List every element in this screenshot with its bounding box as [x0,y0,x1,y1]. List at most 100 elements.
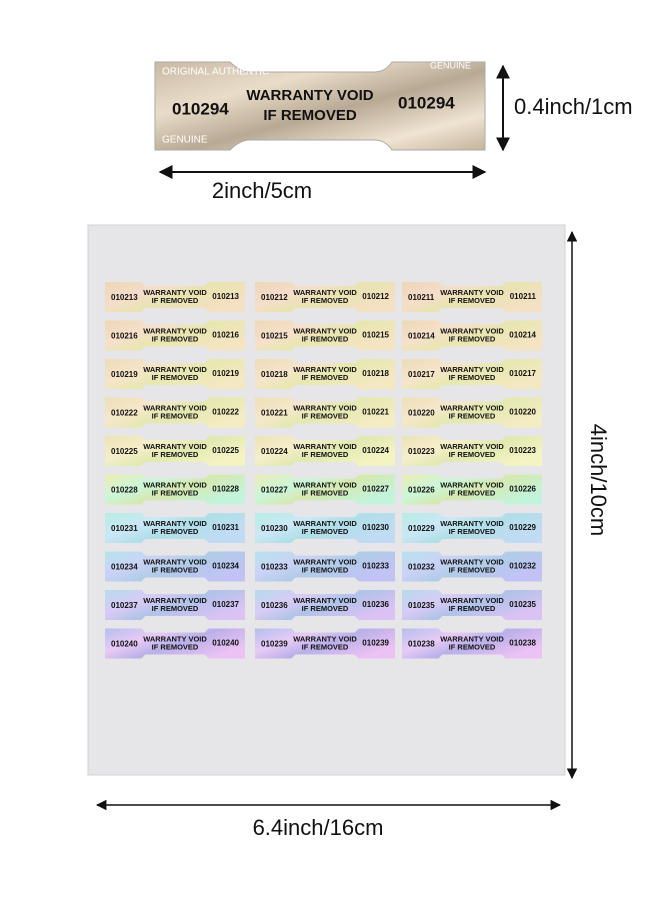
sticker-shape [255,628,395,659]
void-text: WARRANTY VOID [440,326,504,335]
void-text: WARRANTY VOID [440,519,504,528]
void-text: IF REMOVED [302,296,349,305]
sticker-shape [255,551,395,582]
sticker-shape [154,61,486,151]
serial-number: 010215 [261,332,288,341]
void-text: WARRANTY VOID [143,557,207,566]
top-sticker: ORIGINAL AUTHENTIC GENUINE GENUINE 01029… [154,60,486,151]
serial-number: 010230 [261,524,288,533]
void-text: WARRANTY VOID [143,596,207,605]
serial-number: 010221 [362,408,389,417]
void-text: WARRANTY VOID [440,403,504,412]
serial-number: 010234 [212,562,239,571]
serial-number: 010221 [261,409,288,418]
void-text: WARRANTY VOID [293,365,357,374]
dimension-label: 4inch/10cm [586,424,611,537]
void-text: IF REMOVED [152,527,199,536]
serial-number: 010216 [212,331,239,340]
void-text: IF REMOVED [152,450,199,459]
void-text: WARRANTY VOID [440,596,504,605]
void-text: WARRANTY VOID [143,634,207,643]
serial-number: 010213 [111,293,138,302]
sticker-shape [255,282,395,312]
dimension-label: 0.4inch/1cm [514,94,633,119]
void-text: IF REMOVED [449,527,496,536]
sticker-shape [402,474,542,505]
serial-number: 010222 [111,409,138,418]
void-text: WARRANTY VOID [143,480,207,489]
sticker-shape [402,359,542,389]
void-text: WARRANTY VOID [440,288,504,297]
void-text: IF REMOVED [152,411,199,420]
sticker-shape [105,590,245,620]
sticker-shape [255,590,395,620]
sticker-shape [255,436,395,466]
sticker-shape [402,397,542,428]
void-text: WARRANTY VOID [143,442,207,451]
serial-number: 010294 [172,99,229,118]
serial-number: 010229 [509,523,536,532]
sticker-shape [105,628,245,659]
serial-number: 010218 [261,370,288,379]
void-text: WARRANTY VOID [143,519,207,528]
serial-number: 010228 [111,486,138,495]
serial-number: 010216 [111,332,138,341]
void-text: IF REMOVED [449,450,496,459]
void-text: IF REMOVED [449,642,496,651]
serial-number: 010212 [362,292,389,301]
serial-number: 010224 [261,447,288,456]
serial-number: 010222 [212,408,239,417]
void-text: IF REMOVED [152,488,199,497]
void-text: IF REMOVED [152,373,199,382]
serial-number: 010227 [362,485,389,494]
void-text: WARRANTY VOID [440,442,504,451]
serial-number: 010211 [408,293,435,302]
void-text: IF REMOVED [302,642,349,651]
sticker-shape [105,282,245,312]
serial-number: 010237 [111,601,138,610]
serial-number: 010225 [111,447,138,456]
void-text: WARRANTY VOID [293,326,357,335]
serial-number: 010223 [408,447,435,456]
sticker-shape [402,590,542,620]
void-text: IF REMOVED [302,334,349,343]
sticker-shape [105,359,245,389]
serial-number: 010224 [362,446,389,455]
void-text: WARRANTY VOID [440,557,504,566]
serial-number: 010227 [261,486,288,495]
serial-number: 010219 [111,370,138,379]
sticker-shape [255,513,395,543]
void-text: IF REMOVED [152,604,199,613]
void-text: WARRANTY VOID [246,87,373,104]
void-text: WARRANTY VOID [293,403,357,412]
void-text: WARRANTY VOID [293,480,357,489]
sticker-shape [105,320,245,351]
dimension-label: 6.4inch/16cm [253,815,384,840]
void-text: WARRANTY VOID [440,634,504,643]
void-text: WARRANTY VOID [293,519,357,528]
pattern-word: GENUINE [162,135,208,146]
dimension-label: 2inch/5cm [212,178,312,203]
sticker-shape [255,359,395,389]
pattern-word: ORIGINAL [162,67,210,78]
serial-number: 010225 [212,446,239,455]
sticker-shape [255,474,395,505]
serial-number: 010236 [261,601,288,610]
serial-number: 010238 [509,639,536,648]
void-text: IF REMOVED [302,565,349,574]
